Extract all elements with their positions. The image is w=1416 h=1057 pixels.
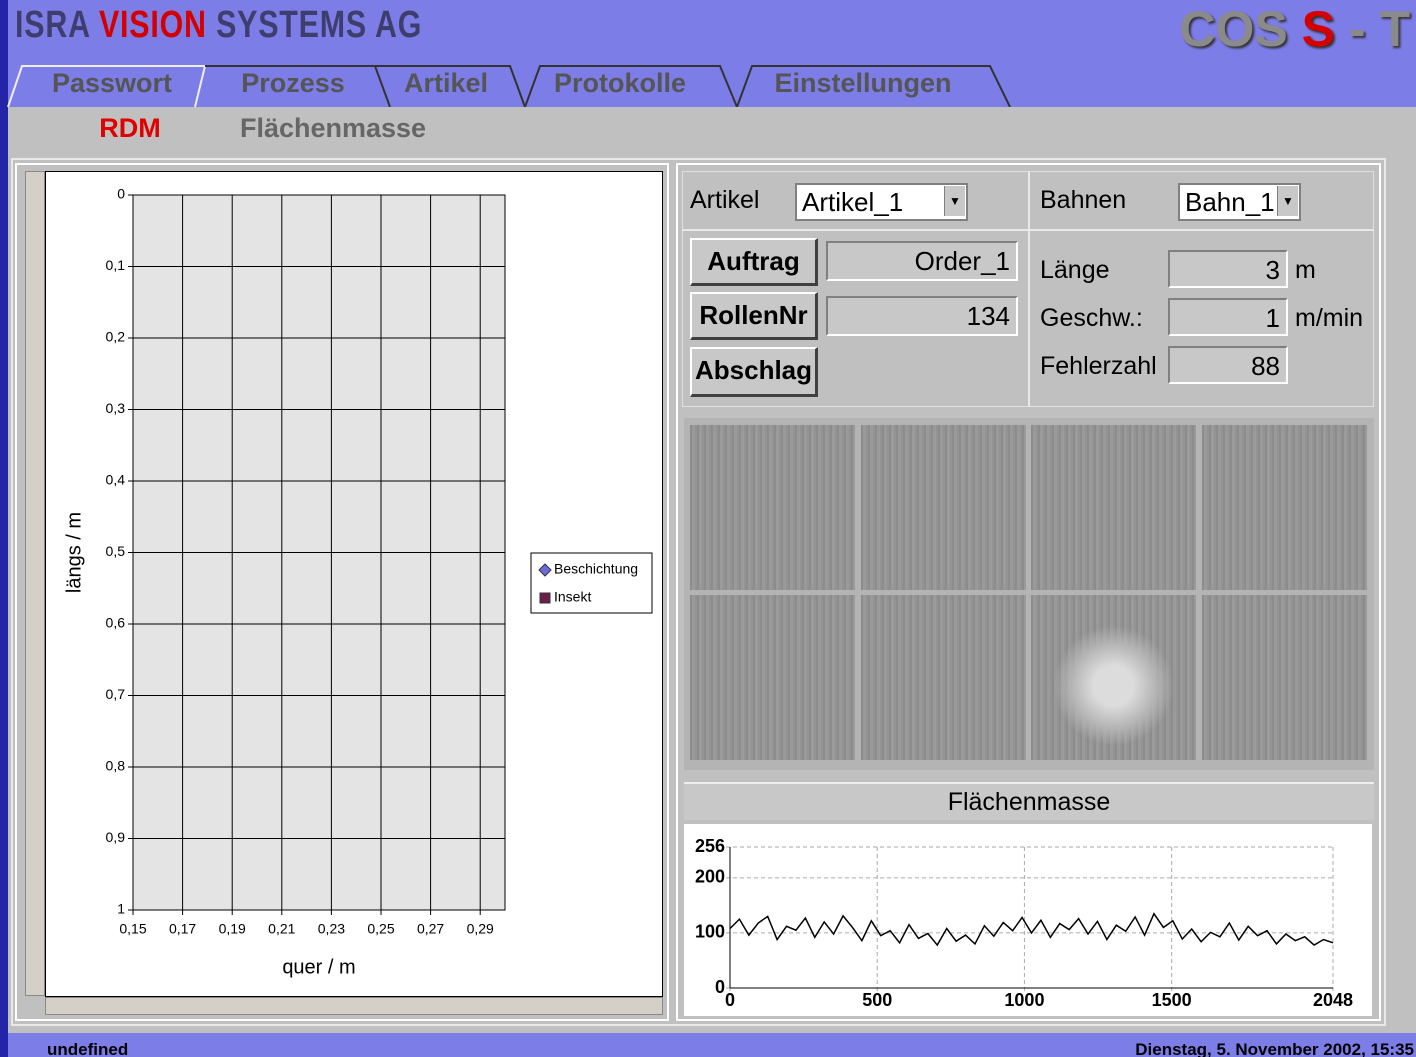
y-tick-label: 0,4 — [106, 472, 126, 488]
tab[interactable]: Protokolle — [553, 68, 687, 98]
right-panel — [676, 163, 1381, 1021]
brand-part: VISION — [98, 4, 207, 46]
x-tick-label: 0 — [725, 990, 735, 1010]
x-tick-label: 0,29 — [467, 921, 494, 937]
dropdown-arrow[interactable]: ▼ — [944, 186, 965, 216]
field: 1 — [1168, 298, 1288, 336]
left-strip — [0, 0, 8, 1057]
artikel-select[interactable]: Artikel_1 ▼ — [795, 183, 968, 221]
label: Länge — [1040, 256, 1110, 284]
unit: m/min — [1295, 304, 1364, 332]
logo-part: - — [1348, 1, 1366, 57]
x-tick-label: 0,15 — [119, 921, 146, 937]
brand: ISRA VISION SYSTEMS AG — [15, 4, 422, 47]
y-tick-label: 1 — [117, 901, 125, 917]
x-tick-label: 500 — [862, 990, 892, 1010]
logo-part: COS — [1179, 1, 1288, 57]
subtab[interactable]: Flächenmasse — [239, 113, 427, 143]
field: Order_1 — [826, 241, 1018, 281]
divider — [682, 229, 1374, 231]
image-tile[interactable] — [1031, 425, 1196, 590]
legend — [530, 552, 653, 614]
image-tile[interactable] — [1202, 595, 1367, 760]
y-tick-label: 0 — [715, 977, 725, 997]
subtab[interactable]: RDM — [99, 113, 161, 143]
legend-label: Beschichtung — [554, 561, 638, 577]
y-tick-label: 0,9 — [106, 829, 126, 845]
bahnen-select[interactable]: Bahn_1 ▼ — [1178, 183, 1301, 221]
status-left: undefined — [47, 1040, 129, 1057]
y-tick-label: 0,3 — [106, 400, 126, 416]
legend-label: Insekt — [554, 589, 591, 605]
y-tick-label: 200 — [695, 867, 725, 887]
image-tile[interactable] — [690, 425, 855, 590]
button[interactable]: Abschlag — [690, 347, 818, 397]
tab-outline — [7, 65, 1011, 108]
line — [729, 912, 1334, 947]
logo-part: T — [1379, 1, 1410, 57]
tab[interactable]: Einstellungen — [774, 68, 952, 98]
y-tick-label: 0,2 — [106, 329, 126, 345]
divider — [1028, 171, 1030, 407]
x-tick-label: 0,23 — [318, 921, 345, 937]
tab[interactable]: Prozess — [241, 68, 345, 98]
y-tick-label: 100 — [695, 922, 725, 942]
y-tick-label: 0,7 — [106, 686, 126, 702]
image-tile[interactable] — [861, 595, 1026, 760]
tab[interactable]: Artikel — [403, 68, 489, 98]
button[interactable]: Auftrag — [690, 238, 818, 286]
y-tick-label: 0 — [117, 186, 125, 202]
field: 88 — [1168, 346, 1288, 384]
brand-part: SYSTEMS AG — [216, 4, 423, 46]
h-scrollbar[interactable] — [45, 997, 663, 1015]
label: Fehlerzahl — [1040, 352, 1157, 380]
logo-part: S — [1301, 1, 1335, 57]
image-tile[interactable] — [690, 595, 855, 760]
y-tick-label: 256 — [695, 836, 725, 856]
x-tick-label: 0,19 — [219, 921, 246, 937]
field: 134 — [826, 296, 1018, 336]
label: Artikel — [690, 186, 760, 214]
line-chart-area — [684, 824, 1372, 1016]
image-tile[interactable] — [1202, 425, 1367, 590]
logo: COS S - T — [1179, 0, 1410, 58]
y-tick-label: 0,1 — [106, 257, 126, 273]
dropdown-arrow[interactable]: ▼ — [1277, 186, 1298, 216]
y-axis-label: längs / m — [63, 512, 85, 593]
x-tick-label: 1500 — [1152, 990, 1192, 1010]
x-tick-label: 0,17 — [169, 921, 196, 937]
image-grid — [684, 418, 1374, 770]
status-right: Dienstag, 5. November 2002, 15:35 — [1135, 1040, 1414, 1057]
y-tick-label: 0,5 — [106, 543, 126, 559]
label: Bahnen — [1040, 186, 1127, 214]
select-value: Bahn_1 — [1185, 187, 1275, 217]
button[interactable]: RollenNr — [690, 292, 818, 340]
field: 3 — [1168, 250, 1288, 288]
x-tick-label: 0,25 — [367, 921, 394, 937]
select-value: Artikel_1 — [802, 187, 904, 217]
image-tile[interactable] — [861, 425, 1026, 590]
marker — [538, 563, 552, 577]
label: Geschw.: — [1040, 304, 1143, 332]
unit: m — [1295, 256, 1316, 284]
marker — [539, 592, 551, 604]
x-tick-label: 0,21 — [268, 921, 295, 937]
image-tile[interactable] — [1031, 595, 1196, 760]
main-frame — [11, 158, 1386, 1026]
brand-part: ISRA — [15, 4, 90, 46]
chart-title: Flächenmasse — [684, 782, 1374, 820]
x-axis-label: quer / m — [282, 956, 355, 978]
x-tick-label: 0,27 — [417, 921, 444, 937]
v-scrollbar[interactable] — [25, 171, 45, 996]
y-tick-label: 0,6 — [106, 615, 126, 631]
y-tick-label: 0,8 — [106, 758, 126, 774]
tab[interactable]: Passwort — [51, 68, 173, 98]
x-tick-label: 1000 — [1004, 990, 1044, 1010]
x-tick-label: 2048 — [1313, 990, 1353, 1010]
